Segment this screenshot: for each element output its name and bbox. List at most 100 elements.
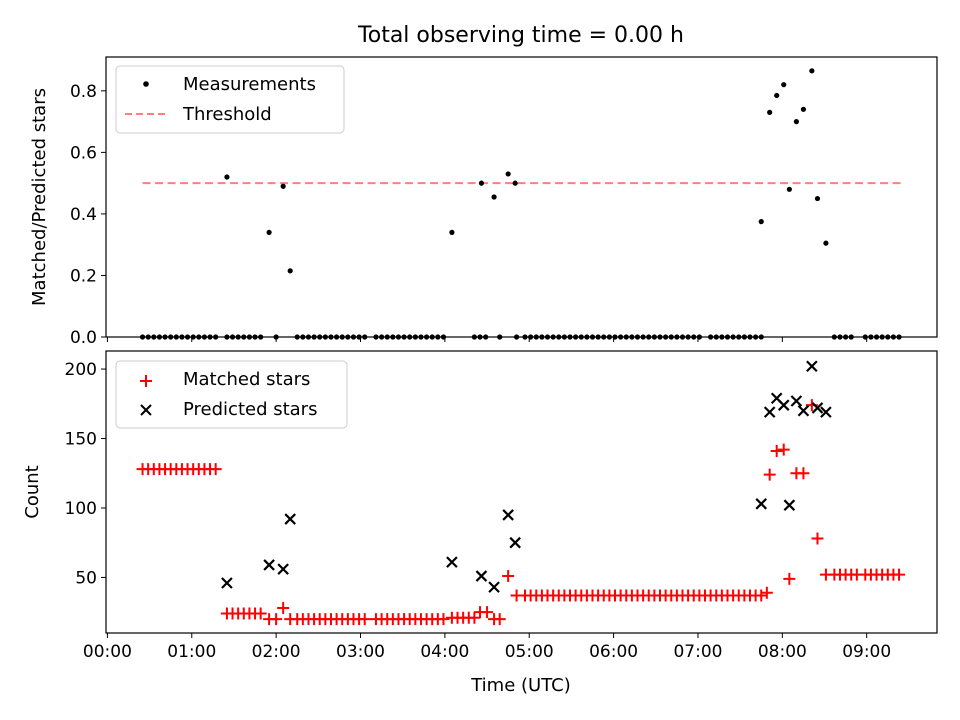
predicted-star-point: [777, 399, 790, 411]
predicted-star-point: [806, 360, 818, 373]
predicted-star-point: [221, 577, 233, 589]
legend-predicted-label: Predicted stars: [183, 399, 317, 420]
matched-star-point: [270, 613, 283, 626]
matched-star-point: [770, 445, 783, 458]
matched-stars-points: [136, 399, 906, 626]
matched-star-point: [502, 570, 515, 583]
legend-measurement-marker: [143, 81, 149, 87]
predicted-star-point: [755, 498, 768, 510]
matched-star-point: [893, 568, 906, 581]
matched-star-point: [777, 443, 790, 456]
x-tick-label: 08:00: [758, 642, 807, 662]
matched-star-point: [763, 468, 776, 481]
predicted-stars-points: [221, 360, 832, 593]
x-tick-label: 03:00: [336, 642, 385, 662]
top-y-tick-label: 0.6: [70, 143, 97, 163]
top-legend: Measurements Threshold: [115, 65, 345, 134]
predicted-star-point: [763, 406, 776, 418]
bottom-x-ticks: 00:00 01:00 02:00 03:00 04:00 05:00 06:00 07:00…: [83, 633, 891, 662]
matched-star-point: [493, 613, 506, 626]
predicted-star-point: [790, 395, 803, 407]
measurement-point: [781, 82, 787, 88]
measurement-point: [505, 171, 511, 177]
x-tick-label: 04:00: [420, 642, 469, 662]
measurement-point: [449, 229, 455, 235]
measurement-point: [793, 119, 799, 125]
matched-star-point: [277, 601, 290, 614]
measurement-point: [224, 174, 230, 180]
predicted-star-point: [263, 559, 275, 571]
top-y-tick-label: 0.2: [70, 266, 97, 286]
matched-star-point: [783, 572, 796, 585]
predicted-star-point: [783, 499, 796, 511]
legend-matched-label: Matched stars: [183, 369, 310, 390]
predicted-star-point: [475, 570, 488, 582]
x-tick-label: 01:00: [167, 642, 216, 662]
bottom-y-tick-label: 200: [65, 360, 97, 380]
matched-star-point: [358, 613, 371, 626]
x-tick-label: 05:00: [505, 642, 554, 662]
predicted-star-point: [277, 563, 289, 575]
measurement-point: [478, 180, 485, 186]
matched-star-point: [468, 611, 481, 624]
measurement-point: [491, 194, 497, 200]
legend-threshold-label: Threshold: [182, 104, 272, 125]
x-tick-label: 09:00: [842, 642, 891, 662]
predicted-star-point: [502, 509, 514, 521]
measurement-point: [287, 268, 293, 274]
measurement-point: [758, 219, 764, 225]
x-tick-label: 07:00: [673, 642, 722, 662]
top-panel: 0.00.20.40.60.8 Matched/Predicted stars …: [29, 56, 938, 348]
legend-predicted-marker: [140, 404, 152, 416]
x-tick-label: 06:00: [589, 642, 638, 662]
chart-title: Total observing time = 0.00 h: [357, 23, 684, 48]
measurement-point: [814, 195, 821, 202]
matched-star-point: [437, 613, 450, 626]
matched-star-point: [797, 467, 810, 480]
bottom-axes-frame: [105, 350, 938, 634]
bottom-y-ticks: 50 100 150 200: [65, 360, 106, 588]
predicted-star-point: [797, 404, 810, 417]
measurement-point: [266, 229, 272, 235]
measurement-point: [774, 92, 780, 99]
top-legend-box: [115, 65, 345, 134]
matched-star-point: [254, 607, 267, 620]
top-x-ticks: [106, 337, 868, 342]
predicted-star-point: [446, 556, 458, 568]
measurement-point: [809, 68, 815, 74]
x-tick-label: 02:00: [252, 642, 301, 662]
bottom-legend-box: [115, 360, 348, 429]
measurement-point: [280, 183, 286, 189]
bottom-panel: 00:00 01:00 02:00 03:00 04:00 05:00 06:00 07:00…: [22, 350, 938, 696]
x-tick-label: 00:00: [83, 642, 132, 662]
top-y-tick-label: 0.4: [70, 205, 97, 225]
matched-star-point: [209, 463, 222, 476]
measurement-point: [512, 180, 518, 186]
measurement-point: [823, 240, 829, 246]
top-y-tick-label: 0.8: [70, 82, 97, 102]
x-axis-label: Time (UTC): [470, 675, 571, 696]
predicted-star-point: [488, 581, 500, 593]
bottom-y-tick-label: 50: [75, 568, 97, 588]
bottom-legend: Matched stars Predicted stars: [115, 360, 348, 429]
matched-star-point: [811, 532, 824, 545]
matched-star-point: [760, 586, 773, 599]
predicted-star-point: [284, 513, 296, 525]
top-y-ticks: 0.0 0.2 0.4 0.6 0.8: [70, 82, 106, 348]
measurement-point: [767, 109, 773, 115]
top-y-tick-label: 0.0: [70, 328, 97, 348]
legend-matched-marker: [140, 375, 152, 387]
bottom-y-axis-label: Count: [22, 465, 43, 518]
top-y-axis-label: Matched/Predicted stars: [29, 88, 50, 306]
measurement-point: [800, 106, 807, 112]
bottom-y-tick-label: 100: [65, 499, 97, 519]
legend-measurements-label: Measurements: [183, 74, 316, 95]
predicted-star-point: [811, 402, 824, 414]
predicted-star-point: [509, 536, 521, 549]
matched-star-point: [481, 606, 494, 619]
top-axes-frame: [105, 56, 938, 338]
matched-star-point: [755, 589, 768, 602]
measurement-point: [786, 186, 792, 192]
predicted-star-point: [820, 406, 832, 418]
